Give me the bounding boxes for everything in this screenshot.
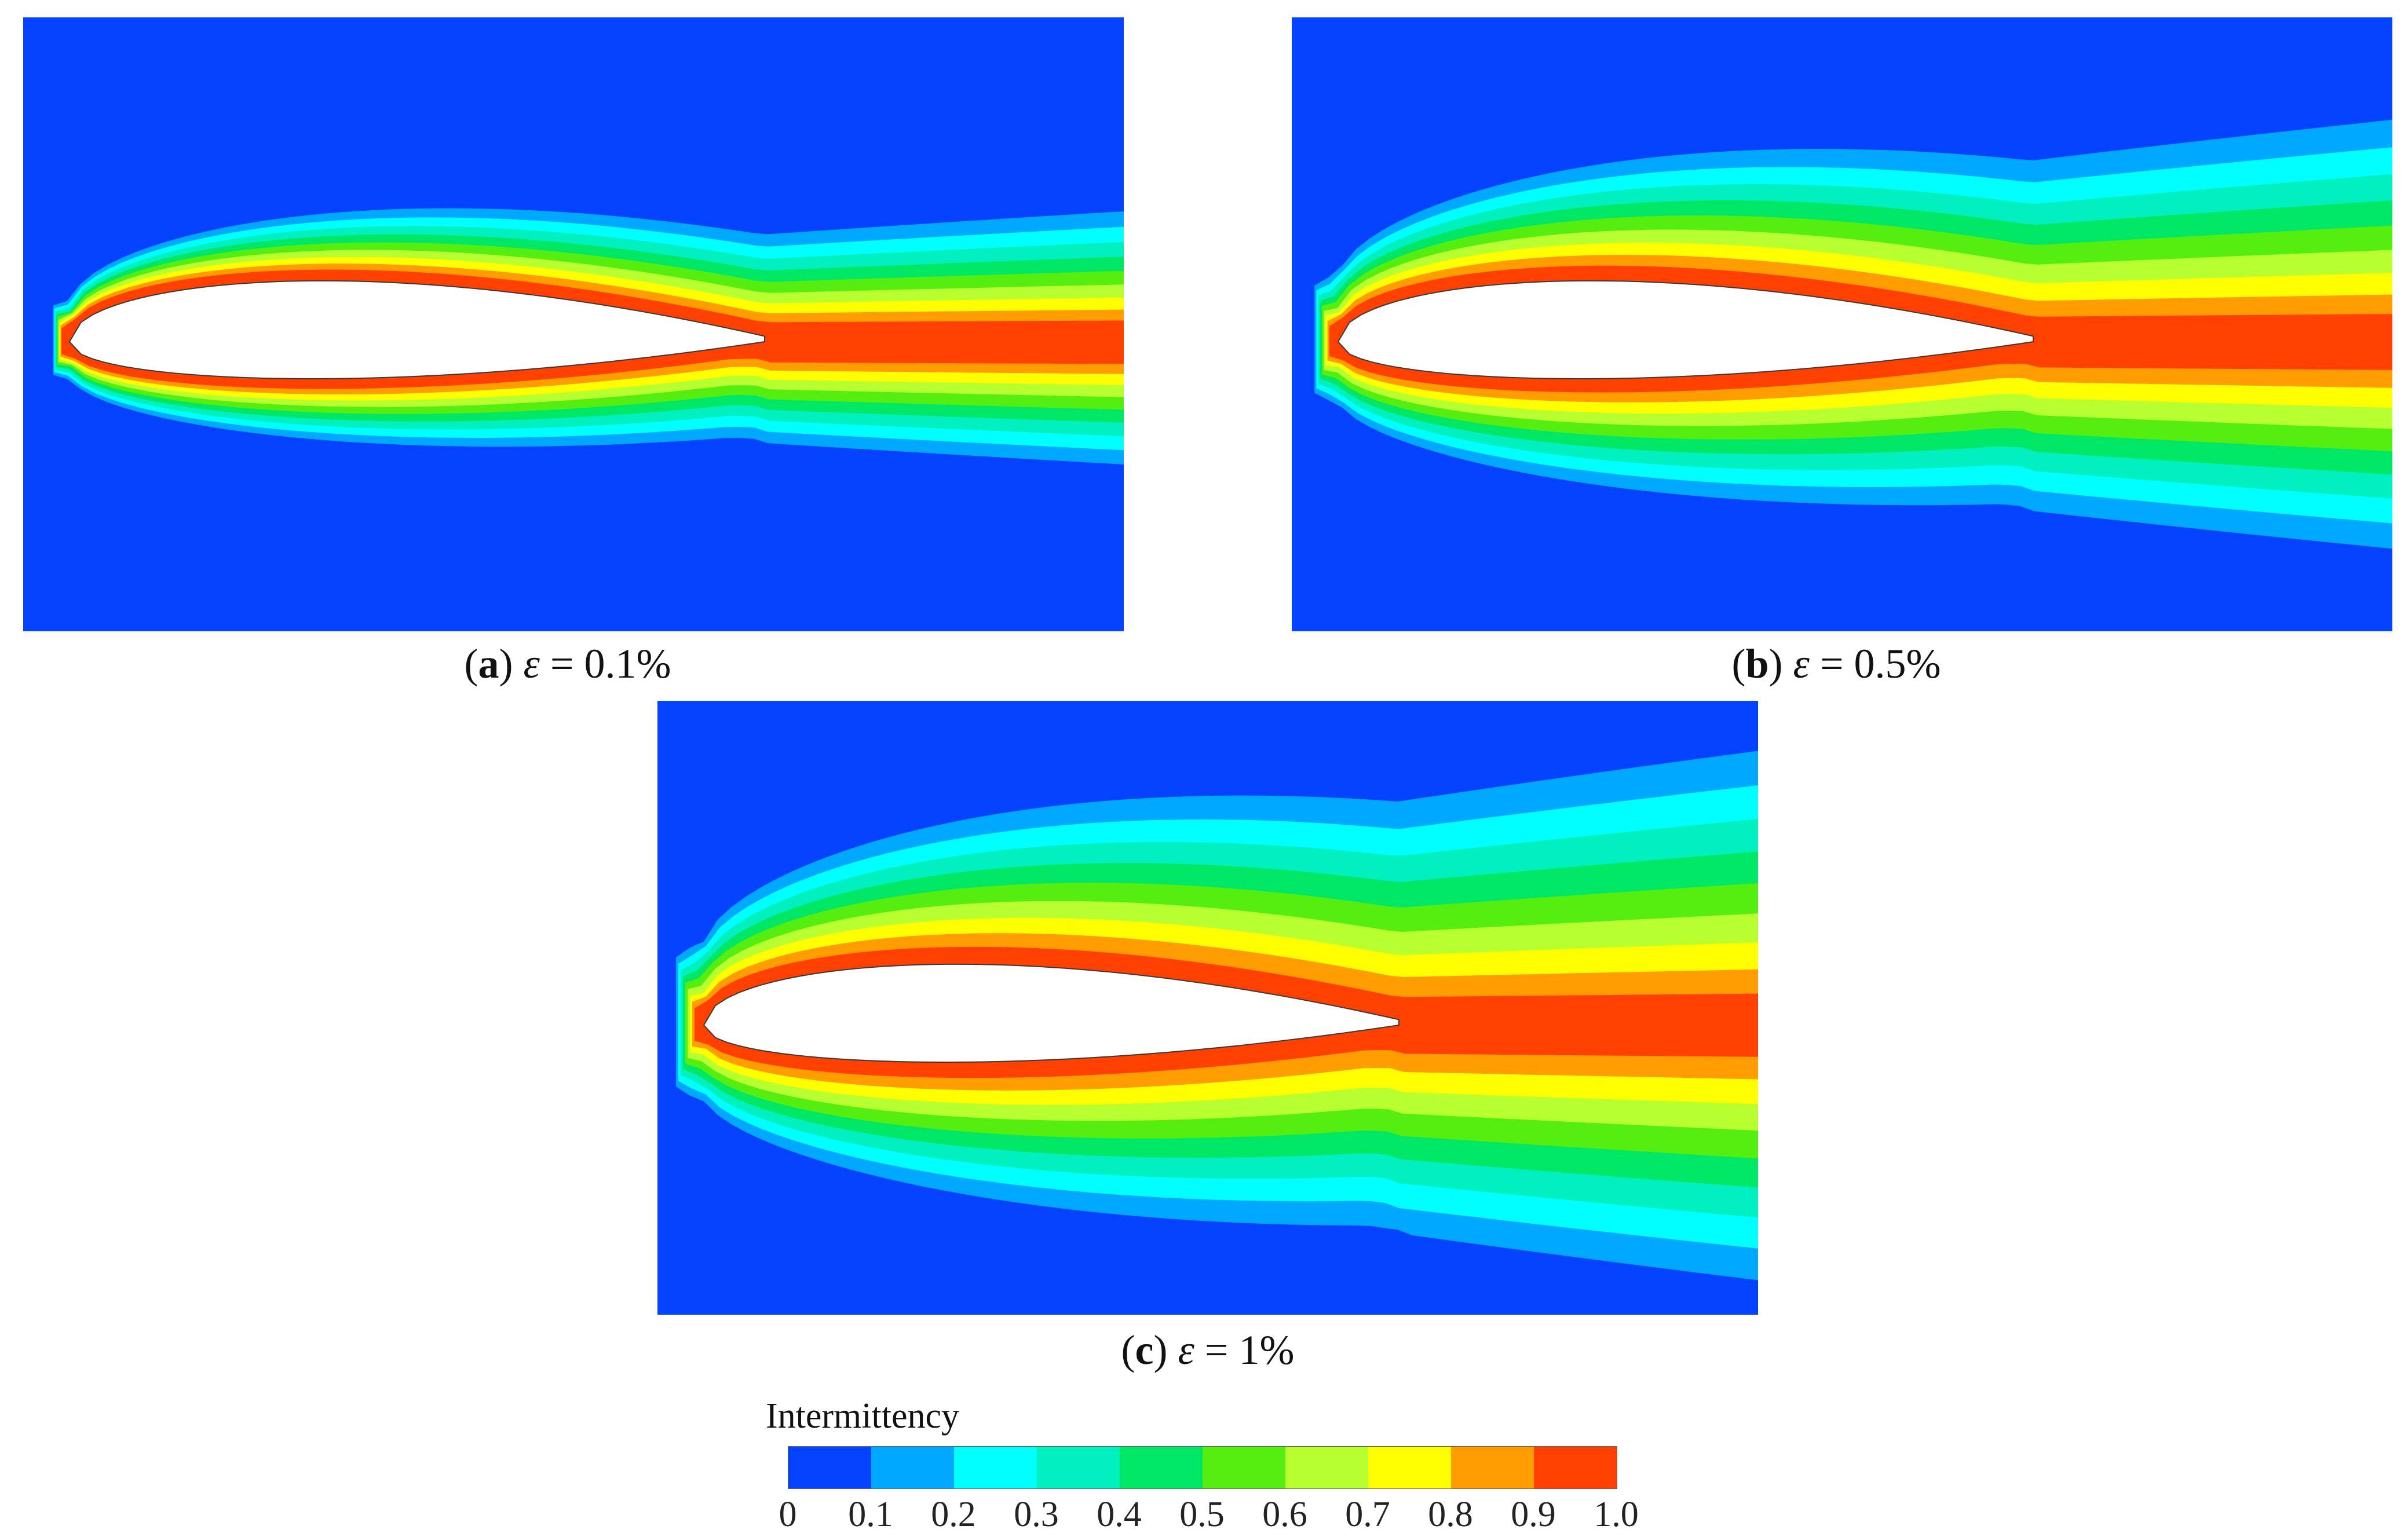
legend-tick-label: 0.5	[1179, 1495, 1225, 1534]
legend-swatch-4	[1120, 1447, 1203, 1488]
airfoil	[1337, 280, 2034, 379]
caption-c-value: = 1%	[1204, 1327, 1295, 1373]
legend-tick-label: 0.7	[1345, 1495, 1390, 1534]
airfoil	[68, 280, 765, 379]
legend-tick-label: 0.8	[1428, 1495, 1473, 1534]
legend-title: Intermittency	[766, 1396, 959, 1436]
legend-colorbar	[788, 1446, 1617, 1489]
legend-tick-label: 0.2	[931, 1495, 976, 1534]
contour-plot-b	[1292, 17, 2392, 631]
legend-swatch-0	[788, 1447, 871, 1488]
wake-core	[2010, 317, 2392, 370]
caption-b-letter: b	[1745, 641, 1769, 687]
caption-c: (c) ε = 1%	[1121, 1327, 1295, 1373]
legend-tick-label: 0.4	[1097, 1495, 1142, 1534]
legend-tick-label: 0.1	[848, 1495, 893, 1534]
legend-tick-label: 1.0	[1594, 1495, 1639, 1534]
contour-panel-c	[657, 701, 1758, 1315]
wake-core	[741, 323, 1124, 364]
legend-tick-label: 0.6	[1262, 1495, 1307, 1534]
legend-swatch-6	[1285, 1447, 1368, 1488]
caption-a-value: = 0.1%	[550, 641, 671, 687]
legend-swatch-8	[1451, 1447, 1534, 1488]
legend-tick-label: 0	[779, 1495, 797, 1534]
caption-c-letter: c	[1135, 1327, 1154, 1373]
legend-swatch-5	[1203, 1447, 1285, 1488]
legend-tick-label: 0.3	[1014, 1495, 1059, 1534]
legend-swatch-1	[871, 1447, 954, 1488]
caption-a-letter: a	[478, 641, 499, 687]
legend-swatch-9	[1534, 1447, 1617, 1488]
caption-b-symbol: ε	[1793, 641, 1810, 687]
caption-b-value: = 0.5%	[1819, 641, 1941, 687]
legend-swatch-3	[1037, 1447, 1120, 1488]
contour-plot-c	[657, 701, 1758, 1315]
contour-plot-a	[23, 17, 1124, 631]
caption-b: (b) ε = 0.5%	[1731, 641, 1941, 687]
legend-swatch-7	[1368, 1447, 1451, 1488]
legend-tick-label: 0.9	[1511, 1495, 1556, 1534]
caption-c-symbol: ε	[1178, 1327, 1194, 1373]
legend-swatch-2	[954, 1447, 1037, 1488]
contour-panel-b	[1292, 17, 2392, 631]
contour-panel-a	[23, 17, 1124, 631]
wake-core	[1376, 997, 1758, 1056]
caption-a: (a) ε = 0.1%	[464, 641, 671, 687]
caption-a-symbol: ε	[523, 641, 540, 687]
airfoil	[703, 963, 1400, 1063]
